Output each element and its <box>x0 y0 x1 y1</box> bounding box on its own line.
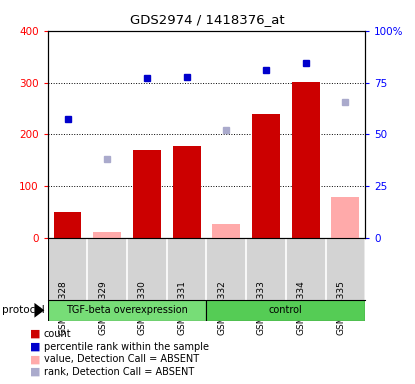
Text: count: count <box>44 329 71 339</box>
Bar <box>173 146 200 238</box>
Text: protocol: protocol <box>2 305 45 315</box>
Bar <box>93 232 121 238</box>
Bar <box>252 114 280 238</box>
Text: ■: ■ <box>30 342 41 352</box>
Bar <box>207 300 365 321</box>
Text: TGF-beta overexpression: TGF-beta overexpression <box>66 305 188 315</box>
Bar <box>48 300 207 321</box>
Bar <box>133 150 161 238</box>
Bar <box>212 223 240 238</box>
Bar <box>292 81 320 238</box>
Text: value, Detection Call = ABSENT: value, Detection Call = ABSENT <box>44 354 199 364</box>
Text: ■: ■ <box>30 329 41 339</box>
Bar <box>54 212 81 238</box>
Bar <box>332 197 359 238</box>
Text: rank, Detection Call = ABSENT: rank, Detection Call = ABSENT <box>44 367 194 377</box>
Text: control: control <box>269 305 303 315</box>
Text: percentile rank within the sample: percentile rank within the sample <box>44 342 209 352</box>
Text: ■: ■ <box>30 367 41 377</box>
Text: GDS2974 / 1418376_at: GDS2974 / 1418376_at <box>130 13 285 26</box>
Polygon shape <box>34 303 44 318</box>
Text: ■: ■ <box>30 354 41 364</box>
